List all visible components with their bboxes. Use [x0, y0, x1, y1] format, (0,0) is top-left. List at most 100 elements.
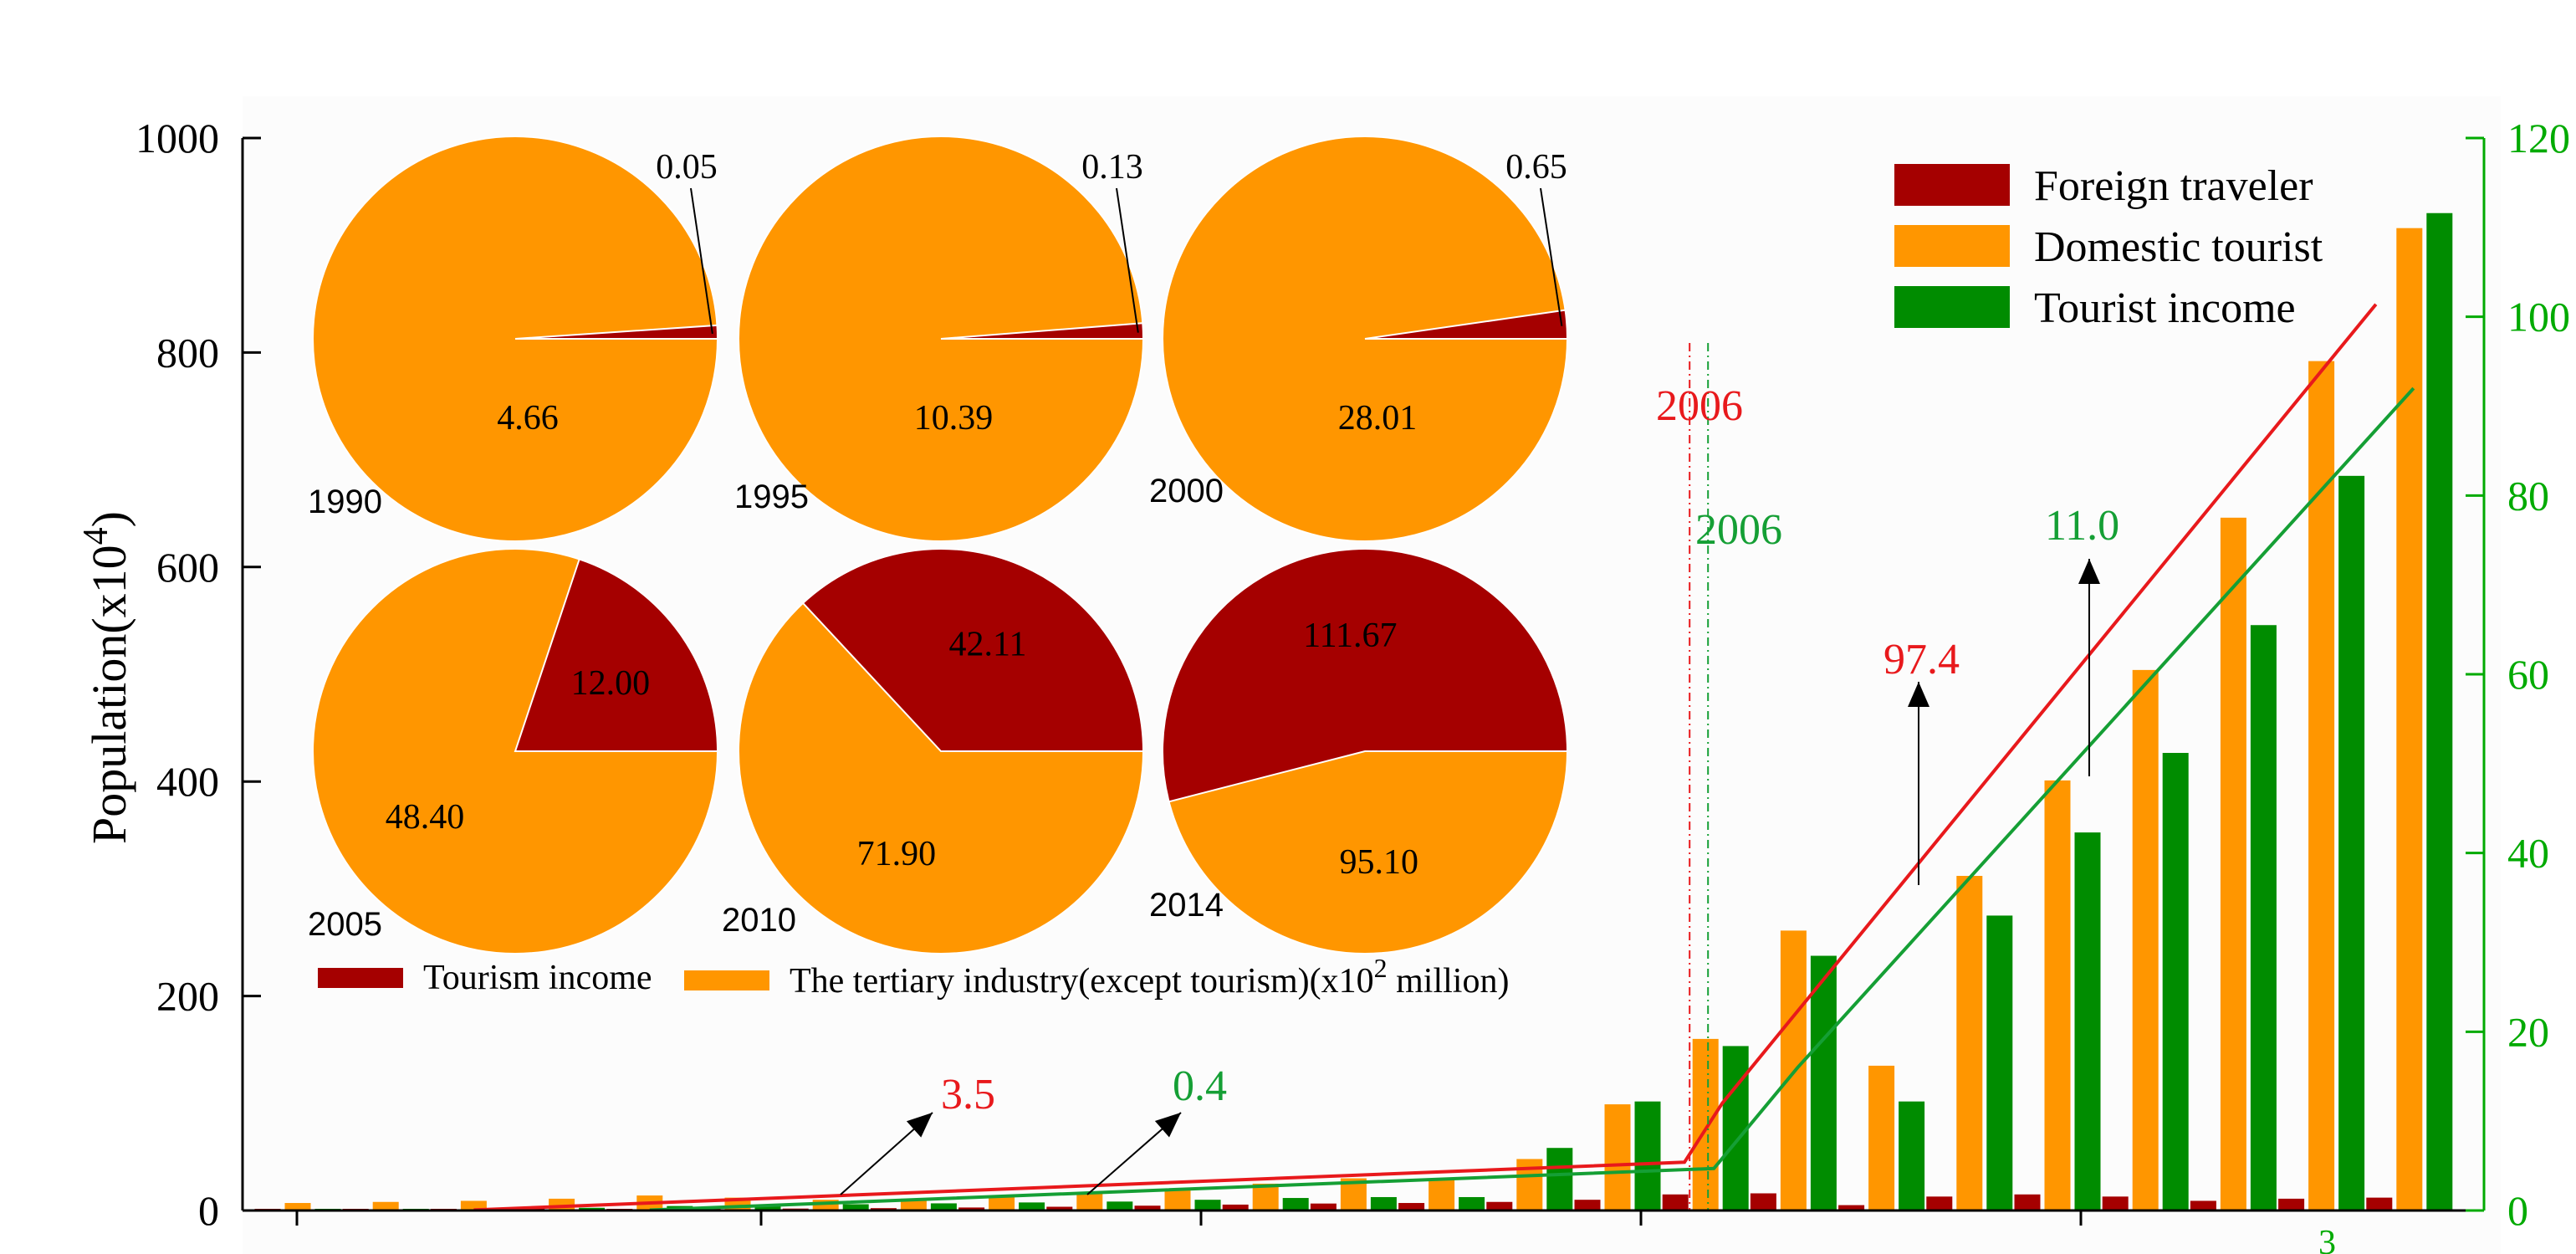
bar-tourist-income [1459, 1196, 1485, 1210]
pie-legend-swatch-tourism [318, 968, 403, 988]
bar-domestic-tourist [1692, 1038, 1719, 1210]
bar-foreign-traveler [1046, 1206, 1073, 1210]
pie-label-tourism: 0.13 [1081, 148, 1143, 187]
bar-foreign-traveler [1574, 1200, 1601, 1210]
slope-label-red-early: 3.5 [941, 1071, 995, 1118]
pie-label-tourism: 42.11 [949, 625, 1027, 663]
pie-slice-tourism [514, 324, 719, 340]
pie-year-label: 2000 [1149, 473, 1224, 509]
pie-year-label: 1995 [734, 479, 809, 515]
y-right-tick-label: 0 [2507, 1187, 2528, 1234]
bar-domestic-tourist [1604, 1104, 1631, 1210]
pie-label-tertiary: 10.39 [914, 399, 994, 438]
pie-leader-line [1116, 187, 1139, 333]
axes-layer: 0 200 400 600 800 1000 0 20 40 60 80 100 120 Populati… [77, 115, 2570, 1254]
pie-label-tertiary: 4.66 [497, 399, 559, 438]
bar-foreign-traveler [1398, 1203, 1425, 1210]
breakpoint-label-green: 2006 [1695, 506, 1782, 554]
slope-label-green-early: 0.4 [1173, 1062, 1227, 1110]
bar-tourist-income [579, 1207, 606, 1210]
bar-domestic-tourist [1429, 1178, 1455, 1210]
bar-foreign-traveler [1486, 1201, 1513, 1210]
arrow-green-late-head [2078, 559, 2100, 584]
bar-tourist-income [842, 1204, 869, 1210]
bar-tourist-income [1634, 1101, 1661, 1210]
y-left-tick-label: 800 [156, 329, 219, 376]
trend-line-foreign-domestic [473, 303, 2378, 1212]
bar-domestic-tourist [2308, 361, 2335, 1210]
trend-line-tourist-income [649, 386, 2415, 1212]
bar-tourist-income [2074, 832, 2101, 1210]
legend-swatch [1894, 164, 2010, 206]
slope-label-red-late: 97.4 [1883, 636, 1960, 683]
bar-tourist-income [1546, 1148, 1573, 1210]
bar-tourist-income [2250, 625, 2277, 1210]
bar-foreign-traveler [1926, 1196, 1953, 1210]
right-axis-partial-label: 3 [2318, 1224, 2336, 1254]
bar-tourist-income [1899, 1101, 1925, 1210]
y-right-tick-label: 120 [2507, 115, 2570, 161]
pie-leader-line [690, 187, 713, 335]
legend-label: Foreign traveler [2034, 162, 2313, 210]
bar-domestic-tourist [1252, 1183, 1279, 1210]
bar-domestic-tourist [1868, 1065, 1895, 1210]
y-axis-label: Population(x104) [77, 511, 136, 844]
bar-foreign-traveler [1134, 1205, 1161, 1210]
bar-foreign-traveler [2190, 1200, 2216, 1210]
pie-slice-tourism [1364, 309, 1569, 340]
annotations-layer: 3.5 0.4 97.4 11.0 2006 2006 [840, 382, 2119, 1195]
bar-domestic-tourist [2044, 780, 2071, 1210]
pie-year-label: 2005 [308, 906, 382, 943]
legend-swatch [1894, 225, 2010, 267]
breakpoint-label-red: 2006 [1656, 382, 1743, 430]
bar-foreign-traveler [2278, 1198, 2305, 1210]
pie-label-tertiary: 71.90 [857, 835, 937, 873]
bar-foreign-traveler [958, 1207, 985, 1210]
bar-foreign-traveler [1310, 1203, 1337, 1210]
y-right-tick-label: 20 [2507, 1008, 2549, 1055]
bar-foreign-traveler [1662, 1194, 1689, 1210]
arrow-red-early-head [906, 1113, 933, 1138]
pie-label-tourism: 12.00 [571, 664, 651, 703]
arrow-red-late-head [1908, 682, 1929, 707]
y-left-tick-label: 400 [156, 758, 219, 805]
bar-domestic-tourist [2220, 517, 2246, 1210]
pie-slice-tourism [940, 322, 1145, 340]
y-left-tick-label: 600 [156, 544, 219, 591]
bar-domestic-tourist [372, 1201, 399, 1210]
bar-foreign-traveler [1750, 1193, 1776, 1210]
y-right-tick-label: 60 [2507, 651, 2549, 698]
y-left-tick-label: 1000 [135, 115, 219, 161]
inset-pies-layer: 0.05 4.66 1990 0.13 10.39 1995 0.65 28.01 2000 12… [308, 136, 1569, 1001]
legend-layer: Foreign traveler Domestic tourist Tourist … [1894, 162, 2323, 332]
pie-year-label: 1990 [308, 484, 382, 520]
arrow-green-early-head [1154, 1113, 1181, 1138]
bar-domestic-tourist [989, 1196, 1015, 1210]
y-right-tick-label: 80 [2507, 472, 2549, 519]
bar-domestic-tourist [1164, 1189, 1191, 1210]
pie-slice-tourism [801, 548, 1145, 752]
legend-swatch [1894, 286, 2010, 328]
bar-tourist-income [1722, 1046, 1749, 1210]
bar-tourist-income [2426, 212, 2453, 1211]
trend-lines-layer [473, 303, 2415, 1212]
bar-tourist-income [1019, 1202, 1045, 1210]
bar-foreign-traveler [1838, 1205, 1865, 1210]
pie-label-tourism: 0.65 [1505, 148, 1567, 187]
bar-tourist-income [2162, 753, 2189, 1210]
pie-legend-label-tertiary: The tertiary industry(except tourism)(x1… [790, 953, 1509, 1001]
slope-label-green-late: 11.0 [2045, 502, 2119, 550]
bar-domestic-tourist [2132, 669, 2159, 1210]
bar-tourist-income [1282, 1198, 1309, 1210]
legend-label: Domestic tourist [2034, 223, 2323, 271]
bar-domestic-tourist [2396, 228, 2423, 1210]
bar-foreign-traveler [1222, 1204, 1249, 1210]
y-left-tick-label: 0 [198, 1187, 219, 1234]
bar-tourist-income [1986, 915, 2013, 1210]
bar-foreign-traveler [2014, 1194, 2041, 1210]
pie-leader-line [1540, 187, 1563, 326]
bar-foreign-traveler [2366, 1197, 2393, 1210]
bar-foreign-traveler [2102, 1196, 2129, 1210]
bar-tourist-income [930, 1203, 957, 1210]
